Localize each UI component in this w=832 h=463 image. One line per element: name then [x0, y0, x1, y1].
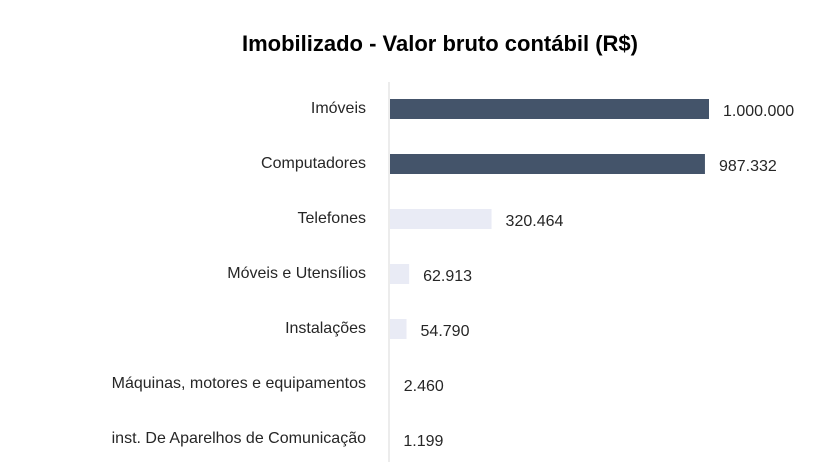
y-tick-label: inst. De Aparelhos de Comunicação — [112, 430, 366, 447]
chart-title: Imobilizado - Valor bruto contábil (R$) — [242, 31, 638, 56]
bar — [390, 264, 410, 284]
data-label: 2.460 — [404, 378, 444, 395]
y-tick-label: Telefones — [298, 210, 367, 227]
y-tick-label: Instalações — [285, 320, 366, 337]
data-label: 1.000.000 — [723, 103, 794, 120]
y-tick-label: Imóveis — [311, 100, 366, 117]
bar — [390, 319, 407, 339]
bar — [390, 154, 705, 174]
y-tick-label: Móveis e Utensílios — [227, 265, 366, 282]
data-label: 1.199 — [403, 433, 443, 450]
data-label: 320.464 — [506, 213, 564, 230]
y-tick-label: Máquinas, motores e equipamentos — [112, 375, 366, 392]
y-tick-label: Computadores — [261, 155, 366, 172]
bar — [390, 209, 492, 229]
data-label: 987.332 — [719, 158, 777, 175]
data-label: 54.790 — [421, 323, 470, 340]
data-label: 62.913 — [423, 268, 472, 285]
bar — [390, 99, 709, 119]
